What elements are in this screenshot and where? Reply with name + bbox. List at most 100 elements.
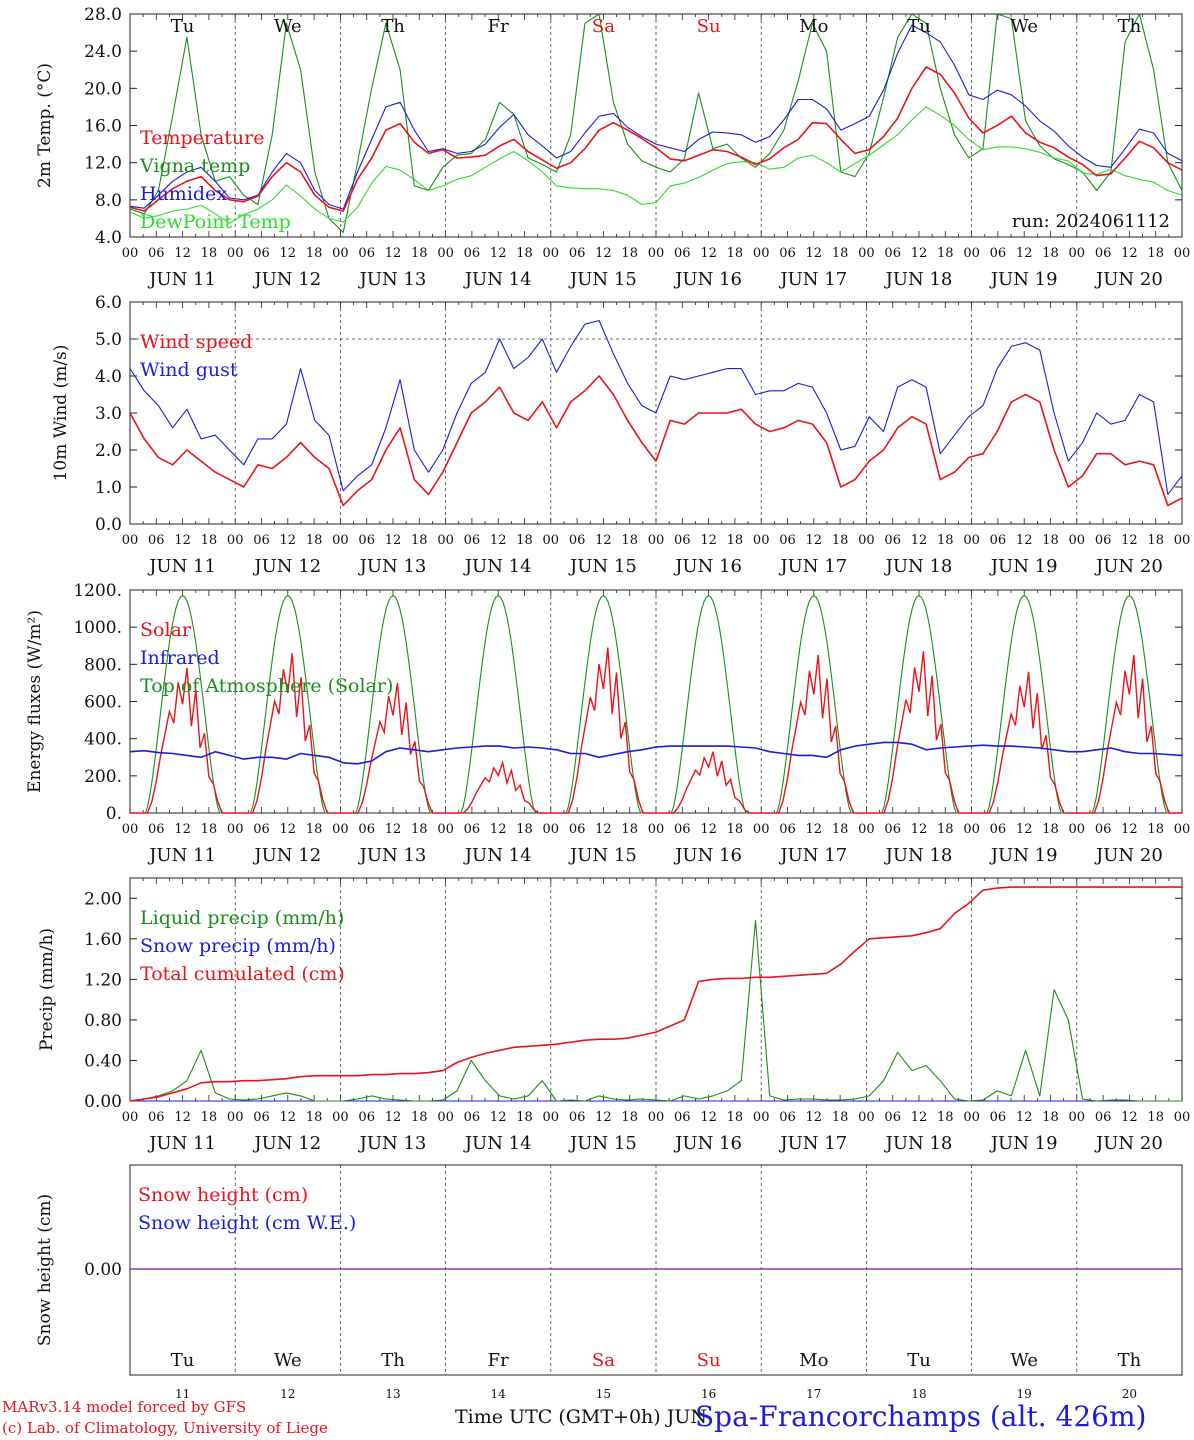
hour-tick-label: 00 [963, 1110, 980, 1125]
hour-tick-label: 06 [148, 246, 165, 261]
hour-tick-label: 00 [227, 1110, 244, 1125]
hour-tick-label: 00 [648, 1110, 665, 1125]
hour-tick-label: 12 [385, 246, 402, 261]
weekday-label: Th [381, 1350, 405, 1371]
hour-tick-label: 12 [806, 1110, 823, 1125]
series-wind-gust [129, 319, 1183, 495]
day-label: JUN 20 [1094, 269, 1163, 290]
hour-tick-label: 00 [437, 1110, 454, 1125]
hour-tick-label: 00 [858, 1110, 875, 1125]
hour-tick-label: 06 [464, 822, 481, 837]
y-tick-label: 1200. [73, 581, 122, 601]
hour-tick-label: 00 [648, 822, 665, 837]
hour-tick-label: 12 [174, 533, 191, 548]
hour-tick-label: 12 [280, 533, 297, 548]
day-label: JUN 13 [358, 556, 427, 577]
hour-tick-label: 18 [1042, 246, 1059, 261]
hour-tick-label: 18 [621, 1110, 638, 1125]
y-axis-label: 10m Wind (m/s) [51, 345, 71, 482]
hour-tick-label: 12 [385, 1110, 402, 1125]
day-number-label: 12 [280, 1387, 295, 1401]
hour-tick-label: 00 [858, 246, 875, 261]
hour-tick-label: 00 [753, 1110, 770, 1125]
hour-tick-label: 18 [1147, 533, 1164, 548]
y-tick-label: 16.0 [84, 117, 122, 137]
legend-vigna-temp: Vigna temp [139, 155, 250, 177]
y-tick-label: 0.00 [84, 1260, 122, 1280]
hour-tick-label: 06 [990, 246, 1007, 261]
hour-tick-label: 00 [227, 822, 244, 837]
weekday-label: Su [697, 16, 721, 37]
hour-tick-label: 18 [201, 246, 218, 261]
y-tick-label: 400. [84, 730, 122, 750]
hour-tick-label: 06 [674, 533, 691, 548]
y-axis-label: Snow height (cm) [35, 1194, 55, 1346]
hour-tick-label: 06 [253, 533, 270, 548]
day-label: JUN 12 [252, 269, 321, 290]
hour-tick-label: 06 [253, 1110, 270, 1125]
hour-tick-label: 06 [358, 822, 375, 837]
hour-tick-label: 12 [700, 246, 717, 261]
weekday-label: Th [1118, 16, 1142, 37]
hour-tick-label: 00 [753, 822, 770, 837]
day-label: JUN 11 [147, 845, 216, 866]
hour-tick-label: 00 [437, 533, 454, 548]
station-name: Spa-Francorchamps (alt. 426m) [695, 1400, 1147, 1433]
day-number-label: 19 [1017, 1387, 1032, 1401]
hour-tick-label: 00 [543, 246, 560, 261]
panel-5: 0.00 Snow height (cm) Snow height (cm) Snow… [35, 1164, 1183, 1401]
hour-tick-label: 18 [937, 822, 954, 837]
hour-tick-label: 18 [832, 533, 849, 548]
hour-tick-label: 18 [937, 246, 954, 261]
y-tick-label: 28.0 [84, 5, 122, 25]
hour-tick-label: 00 [1174, 533, 1191, 548]
hour-tick-label: 18 [516, 533, 533, 548]
hour-tick-label: 12 [1121, 822, 1138, 837]
weekday-label: Tu [907, 1350, 931, 1371]
hour-tick-label: 18 [727, 1110, 744, 1125]
hour-tick-label: 06 [990, 533, 1007, 548]
day-label: JUN 18 [884, 269, 953, 290]
hour-tick-label: 18 [832, 1110, 849, 1125]
hour-tick-label: 06 [148, 1110, 165, 1125]
y-tick-label: 1000. [73, 618, 122, 638]
hour-tick-label: 00 [227, 533, 244, 548]
hour-tick-label: 06 [148, 822, 165, 837]
day-number-label: 17 [806, 1387, 821, 1401]
day-label: JUN 15 [568, 269, 637, 290]
panel-frame [129, 13, 1183, 238]
weekday-label: Mo [799, 16, 828, 37]
hour-tick-label: 00 [648, 533, 665, 548]
y-axis-label: Precip (mm/h) [37, 928, 57, 1051]
series-solar [130, 647, 1182, 814]
hour-tick-label: 12 [806, 246, 823, 261]
panel-4: 00 06 12 18 JUN 11 00 06 12 18 JUN 12 00 06 12 18 JUN … [37, 877, 1190, 1154]
hour-tick-label: 00 [332, 246, 349, 261]
hour-tick-label: 18 [621, 822, 638, 837]
hour-tick-label: 00 [122, 1110, 139, 1125]
hour-tick-label: 12 [490, 822, 507, 837]
hour-tick-label: 18 [832, 246, 849, 261]
hour-tick-label: 00 [1069, 533, 1086, 548]
hour-tick-label: 06 [990, 1110, 1007, 1125]
day-label: JUN 11 [147, 269, 216, 290]
day-label: JUN 12 [252, 556, 321, 577]
day-number-label: 13 [385, 1387, 400, 1401]
hour-tick-label: 18 [937, 533, 954, 548]
hour-tick-label: 06 [148, 533, 165, 548]
hour-tick-label: 12 [911, 822, 928, 837]
y-tick-label: 2.00 [84, 889, 122, 909]
day-label: JUN 20 [1094, 1133, 1163, 1154]
hour-tick-label: 06 [779, 1110, 796, 1125]
day-number-label: 20 [1122, 1387, 1137, 1401]
hour-tick-label: 18 [516, 1110, 533, 1125]
hour-tick-label: 06 [990, 822, 1007, 837]
hour-tick-label: 06 [464, 1110, 481, 1125]
hour-tick-label: 00 [332, 1110, 349, 1125]
y-tick-label: 20.0 [84, 79, 122, 99]
hour-tick-label: 06 [884, 822, 901, 837]
series-humidex [130, 24, 1182, 210]
hour-tick-label: 18 [306, 246, 323, 261]
hour-tick-label: 06 [464, 246, 481, 261]
hour-tick-label: 06 [884, 533, 901, 548]
